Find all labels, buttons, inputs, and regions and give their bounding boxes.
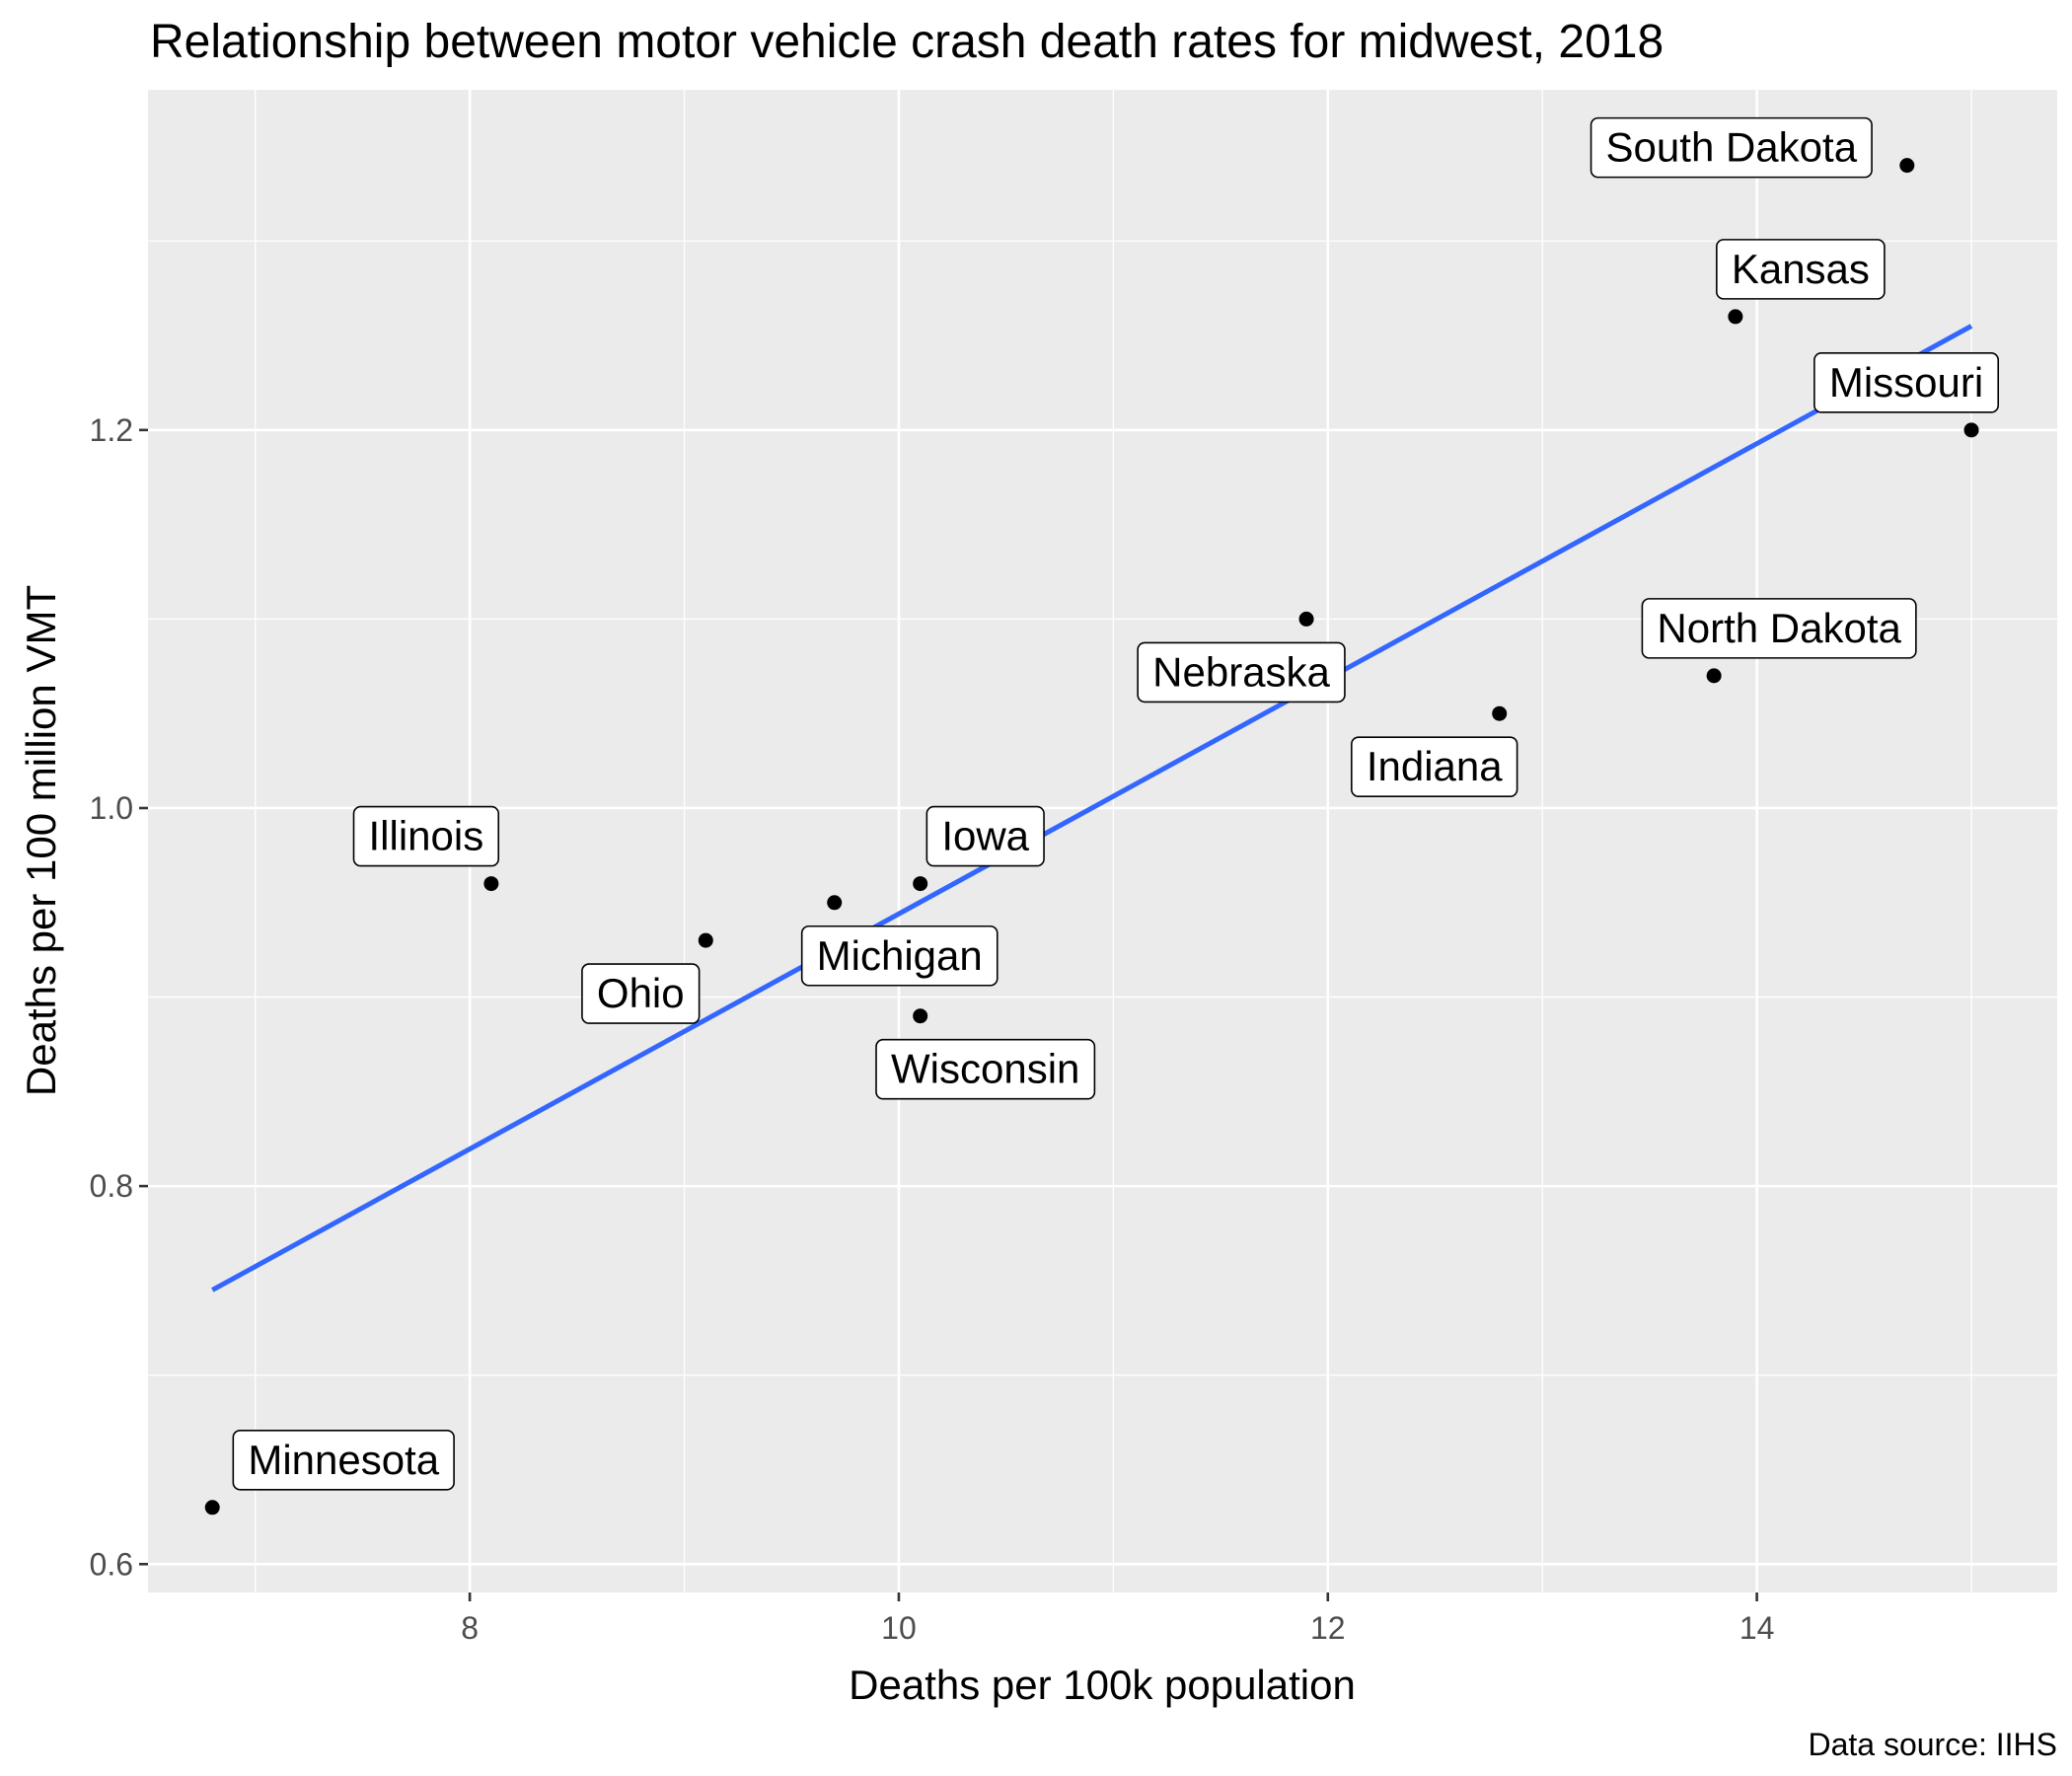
data-point-south-dakota (1899, 158, 1915, 174)
point-label-box (1351, 736, 1518, 797)
point-label-box (232, 1429, 455, 1491)
data-point-ohio (698, 932, 713, 948)
data-point-indiana (1492, 705, 1508, 721)
point-label-text: Ohio (597, 970, 685, 1016)
point-label-missouri: Missouri (1813, 352, 2000, 413)
trend-line-group (211, 324, 1973, 1293)
y-axis: 0.6 0.8 1.0 1.2 (90, 412, 148, 1582)
point-label-text: Iowa (941, 813, 1029, 859)
data-point-kansas (1728, 309, 1743, 325)
point-label-box (925, 805, 1045, 867)
point-label-box (1641, 598, 1917, 659)
data-point-minnesota (204, 1500, 220, 1516)
point-label-text: Wisconsin (891, 1046, 1079, 1092)
point-label-box (1716, 239, 1886, 300)
point-label-nebraska: Nebraska (1137, 641, 1346, 703)
y-axis-title: Deaths per 100 million VMT (18, 585, 64, 1096)
point-label-text: North Dakota (1657, 605, 1901, 651)
point-label-text: Nebraska (1152, 648, 1330, 695)
y-tick-label: 0.6 (90, 1546, 133, 1582)
y-tick-label: 1.0 (90, 790, 133, 826)
point-label-indiana: Indiana (1351, 736, 1518, 797)
data-point-wisconsin (913, 1008, 928, 1024)
point-label-box (1137, 641, 1346, 703)
point-label-text: Michigan (817, 932, 983, 979)
x-tick-label: 8 (461, 1610, 479, 1646)
point-label-box (1590, 116, 1873, 179)
point-label-box (875, 1038, 1096, 1100)
y-tick-label: 0.8 (90, 1168, 133, 1204)
point-label-minnesota: Minnesota (232, 1429, 455, 1491)
point-label-iowa: Iowa (925, 805, 1045, 867)
point-label-wisconsin: Wisconsin (875, 1038, 1096, 1100)
x-axis: 8 10 12 14 (461, 1592, 1774, 1646)
point-label-text: Illinois (369, 813, 484, 859)
point-label-ohio: Ohio (581, 963, 701, 1024)
point-label-michigan: Michigan (800, 925, 999, 987)
chart-title: Relationship between motor vehicle crash… (150, 16, 1664, 68)
point-label-text: Minnesota (248, 1437, 439, 1483)
data-point-michigan (827, 895, 843, 911)
point-label-box (1813, 352, 2000, 413)
point-label-kansas: Kansas (1716, 239, 1886, 300)
data-point-nebraska (1298, 611, 1314, 627)
point-label-text: South Dakota (1606, 124, 1858, 171)
point-label-box (800, 925, 999, 987)
data-point-missouri (1963, 422, 1979, 438)
data-source-caption: Data source: IIHS (1808, 1727, 2057, 1762)
point-label-box (352, 805, 500, 867)
y-tick-label: 1.2 (90, 412, 133, 448)
point-label-text: Missouri (1829, 359, 1983, 406)
x-tick-label: 10 (881, 1610, 917, 1646)
point-label-box (581, 963, 701, 1024)
x-tick-label: 12 (1310, 1610, 1346, 1646)
point-label-north-dakota: North Dakota (1641, 598, 1917, 659)
minor-gridlines (148, 90, 2057, 1592)
point-label-south-dakota: South Dakota (1590, 116, 1873, 179)
x-tick-label: 14 (1739, 1610, 1775, 1646)
point-label-illinois: Illinois (352, 805, 500, 867)
data-point-north-dakota (1706, 668, 1722, 684)
point-label-text: Kansas (1732, 246, 1870, 292)
x-axis-title: Deaths per 100k population (849, 1662, 1356, 1708)
point-labels: Minnesota Illinois Ohio Michigan Iowa Wiscons… (232, 116, 2000, 1491)
trend-line (211, 324, 1973, 1293)
data-points (204, 158, 1979, 1516)
point-label-text: Indiana (1367, 743, 1503, 789)
data-point-iowa (913, 876, 928, 892)
data-point-illinois (483, 876, 499, 892)
